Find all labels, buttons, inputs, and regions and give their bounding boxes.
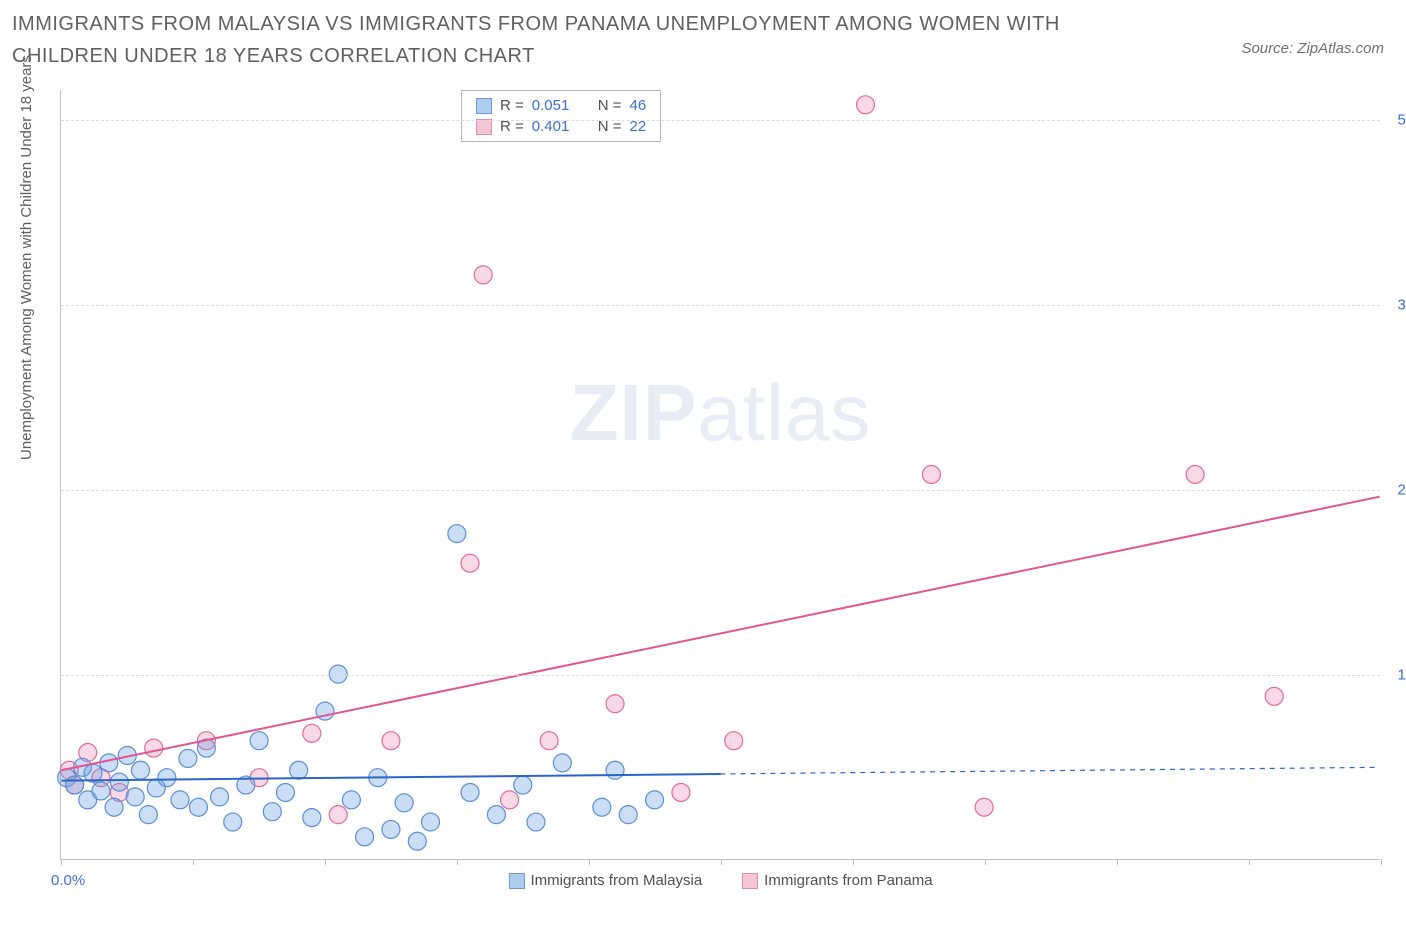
data-point: [421, 813, 439, 831]
chart-title: IMMIGRANTS FROM MALAYSIA VS IMMIGRANTS F…: [12, 8, 1112, 72]
data-point: [1186, 466, 1204, 484]
legend-item-malaysia: Immigrants from Malaysia: [508, 872, 702, 889]
data-point: [857, 96, 875, 114]
data-point: [329, 806, 347, 824]
data-point: [646, 791, 664, 809]
y-tick-label: 12.5%: [1385, 666, 1406, 683]
data-point: [211, 788, 229, 806]
gridline: [61, 490, 1380, 491]
data-point: [139, 806, 157, 824]
data-point: [100, 754, 118, 772]
correlation-legend: R = 0.051 N = 46 R = 0.401 N = 22: [461, 90, 661, 142]
data-point: [514, 776, 532, 794]
data-point: [725, 732, 743, 750]
legend-swatch-panama-icon: [742, 873, 758, 889]
y-tick-label: 50.0%: [1385, 111, 1406, 128]
data-point: [131, 761, 149, 779]
data-point: [224, 813, 242, 831]
x-tick: [61, 859, 62, 865]
y-tick-label: 37.5%: [1385, 296, 1406, 313]
data-point: [171, 791, 189, 809]
data-point: [527, 813, 545, 831]
data-point: [105, 798, 123, 816]
data-point: [356, 828, 374, 846]
data-point: [395, 794, 413, 812]
data-point: [342, 791, 360, 809]
gridline: [61, 675, 1380, 676]
data-point: [619, 806, 637, 824]
data-point: [448, 525, 466, 543]
legend-label-malaysia: Immigrants from Malaysia: [530, 872, 702, 889]
data-point: [110, 773, 128, 791]
x-tick: [457, 859, 458, 865]
x-tick: [193, 859, 194, 865]
y-axis-label: Unemployment Among Women with Children U…: [18, 55, 35, 460]
x-tick: [589, 859, 590, 865]
x-tick: [1249, 859, 1250, 865]
data-point: [189, 798, 207, 816]
data-point: [975, 798, 993, 816]
scatter-svg: [61, 90, 1380, 859]
x-tick: [721, 859, 722, 865]
x-tick: [1117, 859, 1118, 865]
data-point: [66, 776, 84, 794]
gridline: [61, 305, 1380, 306]
trend-line-panama: [61, 497, 1379, 771]
data-point: [158, 769, 176, 787]
data-point: [303, 724, 321, 742]
data-point: [382, 820, 400, 838]
data-point: [408, 832, 426, 850]
chart-plot-area: ZIPatlas R = 0.051 N = 46 R = 0.401 N = …: [60, 90, 1380, 860]
data-point: [672, 783, 690, 801]
data-point: [179, 749, 197, 767]
data-point: [250, 732, 268, 750]
legend-item-panama: Immigrants from Panama: [742, 872, 932, 889]
x-tick: [853, 859, 854, 865]
data-point: [276, 783, 294, 801]
data-point: [461, 554, 479, 572]
data-point: [290, 761, 308, 779]
data-point: [303, 809, 321, 827]
data-point: [540, 732, 558, 750]
data-point: [922, 466, 940, 484]
legend-swatch-malaysia: [476, 98, 492, 114]
data-point: [501, 791, 519, 809]
legend-row-malaysia: R = 0.051 N = 46: [476, 95, 646, 116]
data-point: [487, 806, 505, 824]
x-axis-min-label: 0.0%: [51, 872, 85, 889]
data-point: [263, 803, 281, 821]
source-attribution: Source: ZipAtlas.com: [1241, 40, 1384, 57]
y-tick-label: 25.0%: [1385, 481, 1406, 498]
data-point: [1265, 687, 1283, 705]
data-point: [145, 739, 163, 757]
x-tick: [1381, 859, 1382, 865]
legend-label-panama: Immigrants from Panama: [764, 872, 932, 889]
data-point: [474, 266, 492, 284]
data-point: [382, 732, 400, 750]
x-tick: [985, 859, 986, 865]
gridline: [61, 120, 1380, 121]
legend-swatch-malaysia-icon: [508, 873, 524, 889]
data-point: [92, 782, 110, 800]
data-point: [606, 761, 624, 779]
data-point: [606, 695, 624, 713]
trend-line-malaysia-dashed: [721, 767, 1380, 774]
data-point: [461, 783, 479, 801]
series-legend: Immigrants from Malaysia Immigrants from…: [508, 872, 932, 889]
data-point: [126, 788, 144, 806]
data-point: [593, 798, 611, 816]
legend-swatch-panama: [476, 119, 492, 135]
x-tick: [325, 859, 326, 865]
data-point: [553, 754, 571, 772]
